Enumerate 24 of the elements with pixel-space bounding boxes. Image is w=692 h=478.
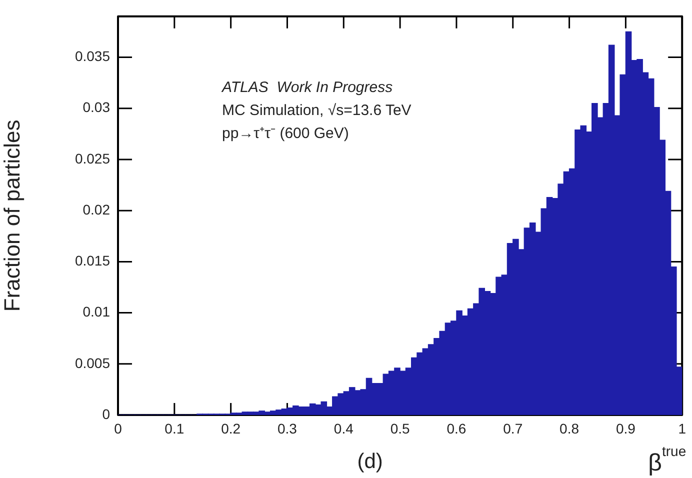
- y-tick-label: 0.02: [82, 201, 110, 218]
- x-tick-label: 0.5: [390, 420, 410, 436]
- annotation: ATLAS Work In Progress: [221, 79, 394, 96]
- y-tick-label: 0: [102, 406, 110, 422]
- y-tick-label: 0.01: [82, 304, 110, 320]
- y-tick-label: 0.005: [74, 354, 110, 371]
- x-tick-label: 0.3: [278, 420, 298, 436]
- x-tick-label: 1: [678, 420, 686, 436]
- y-tick-label: 0.025: [74, 150, 110, 166]
- x-tick-label: 0.6: [446, 420, 466, 436]
- y-tick-label: 0.03: [82, 99, 110, 116]
- y-tick-label: 0.015: [74, 252, 110, 269]
- x-tick-label: 0.9: [616, 420, 636, 436]
- x-tick-label: 0.1: [164, 420, 184, 436]
- y-tick-label: 0.035: [74, 48, 110, 64]
- x-tick-label: 0.4: [334, 420, 354, 436]
- text: (d): [357, 450, 383, 473]
- x-tick-label: 0.8: [560, 420, 580, 436]
- annotation: pp→τ⁺τ⁻ (600 GeV): [222, 125, 349, 142]
- x-tick-label: 0.2: [221, 420, 241, 436]
- annotation: MC Simulation, √s=13.6 TeV: [222, 102, 412, 120]
- y-axis-title: Fraction of particles: [0, 120, 24, 312]
- x-tick-label: 0: [114, 420, 122, 436]
- x-tick-label: 0.7: [503, 420, 523, 436]
